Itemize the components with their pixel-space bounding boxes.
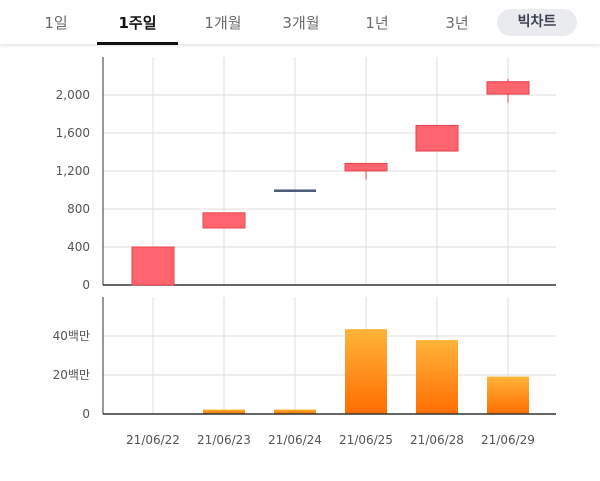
tab-1-month[interactable]: 1개월 xyxy=(204,14,242,32)
tab-3-months[interactable]: 3개월 xyxy=(282,14,320,32)
date-tick-label: 21/06/23 xyxy=(197,433,251,447)
volume-tick-label: 0 xyxy=(82,407,90,421)
candle xyxy=(202,212,246,229)
candle xyxy=(274,189,316,192)
price-panel: 0 400 800 1,200 1,600 2,000 xyxy=(56,57,556,292)
volume-tick-label: 40백만 xyxy=(53,329,90,343)
volume-panel: 0 20백만 40백만 xyxy=(53,297,556,421)
tab-1-week[interactable]: 1주일 xyxy=(118,14,157,32)
date-tick-label: 21/06/25 xyxy=(339,433,393,447)
date-tick-label: 21/06/28 xyxy=(410,433,464,447)
price-tick-label: 2,000 xyxy=(56,88,90,102)
volume-tick-label: 20백만 xyxy=(53,368,90,382)
date-axis: 21/06/22 21/06/23 21/06/24 21/06/25 21/06/28… xyxy=(126,433,535,447)
volume-bar xyxy=(487,376,529,414)
period-tab-bar: 1일 1주일 1개월 3개월 1년 3년 빅차트 xyxy=(0,0,600,45)
price-tick-label: 0 xyxy=(82,278,90,292)
candle-body-flat xyxy=(274,189,316,192)
active-tab-indicator xyxy=(97,42,178,45)
candle xyxy=(486,78,530,103)
candle-body xyxy=(131,246,175,286)
volume-bar xyxy=(416,340,458,414)
candle-body xyxy=(415,124,459,152)
candle xyxy=(344,162,388,180)
volume-bar xyxy=(345,329,387,414)
volume-bar xyxy=(203,409,245,414)
candle-body xyxy=(344,162,388,172)
price-tick-label: 1,600 xyxy=(56,126,90,140)
candle-body xyxy=(486,81,530,95)
price-tick-label: 400 xyxy=(67,240,90,254)
tab-3-years[interactable]: 3년 xyxy=(445,14,469,32)
price-tick-label: 1,200 xyxy=(56,164,90,178)
tab-1-year[interactable]: 1년 xyxy=(365,14,389,32)
candle-body xyxy=(202,212,246,229)
candle xyxy=(131,246,175,286)
price-tick-label: 800 xyxy=(67,202,90,216)
date-tick-label: 21/06/29 xyxy=(481,433,535,447)
date-tick-label: 21/06/24 xyxy=(268,433,322,447)
date-tick-label: 21/06/22 xyxy=(126,433,180,447)
candle xyxy=(415,124,459,152)
volume-bar xyxy=(274,409,316,414)
tab-1-day[interactable]: 1일 xyxy=(44,14,68,32)
big-chart-button[interactable]: 빅차트 xyxy=(497,9,577,36)
